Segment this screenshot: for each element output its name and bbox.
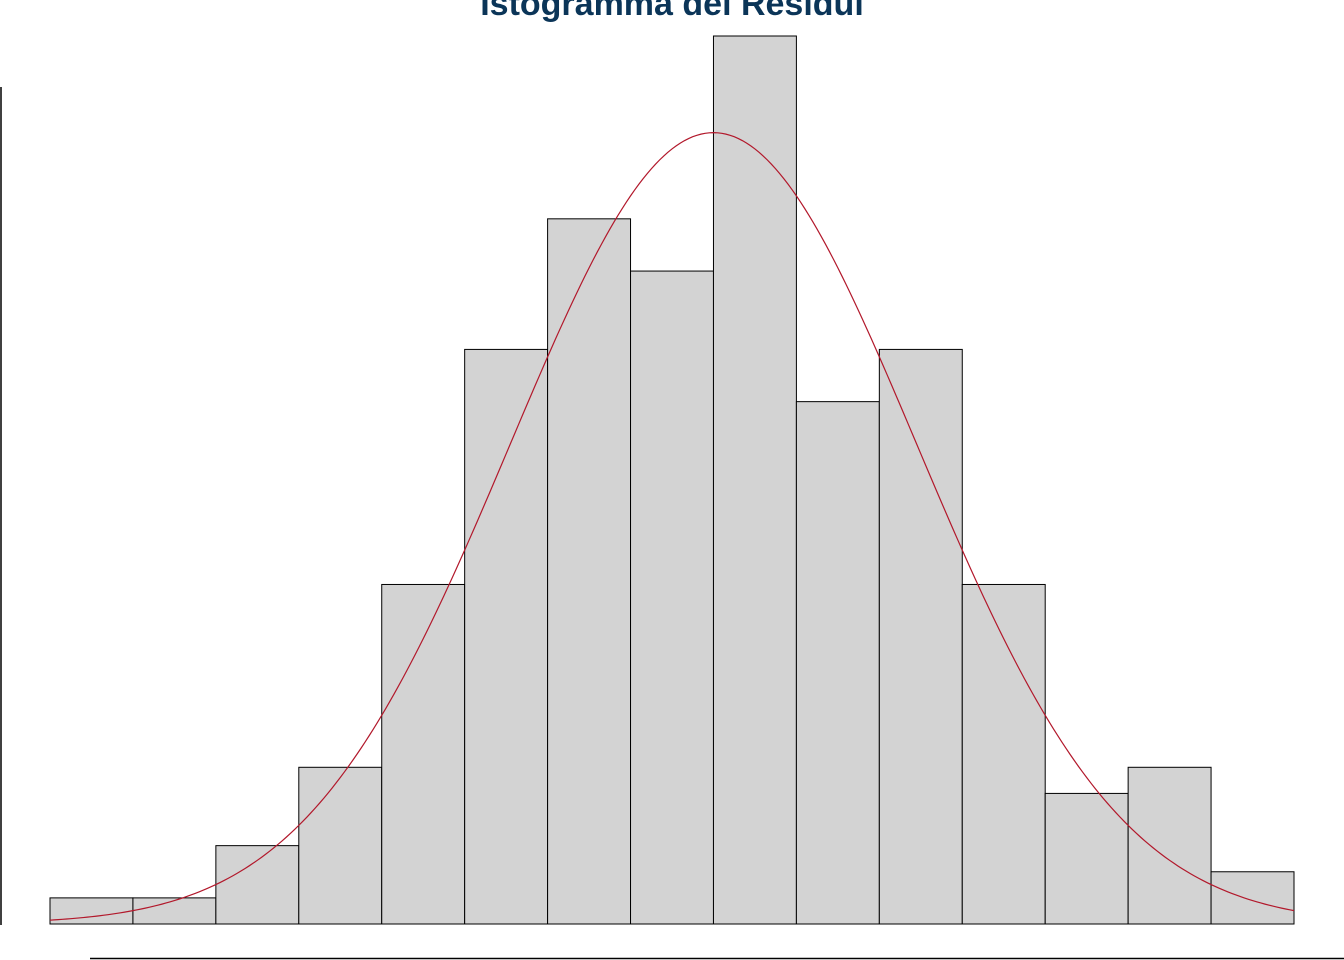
histogram-bar [630, 270, 714, 925]
histogram-bar [1044, 792, 1129, 925]
histogram-bar [464, 348, 549, 925]
bars-group [49, 35, 1295, 925]
normal-curve [49, 132, 1295, 921]
histogram-bar [961, 583, 1046, 925]
histogram-bar [381, 583, 466, 925]
histogram-bar [795, 401, 880, 925]
histogram-bar [1127, 766, 1212, 925]
histogram-bar [878, 348, 963, 925]
histogram-bar [215, 845, 300, 925]
histogram-bar [49, 897, 134, 925]
histogram-bar [547, 218, 632, 925]
histogram-bar [132, 897, 217, 925]
histogram-bar [1210, 871, 1295, 925]
histogram-bar [298, 766, 383, 925]
histogram-bar [712, 35, 797, 925]
chart-title: Istogramma dei Residui [480, 0, 864, 23]
